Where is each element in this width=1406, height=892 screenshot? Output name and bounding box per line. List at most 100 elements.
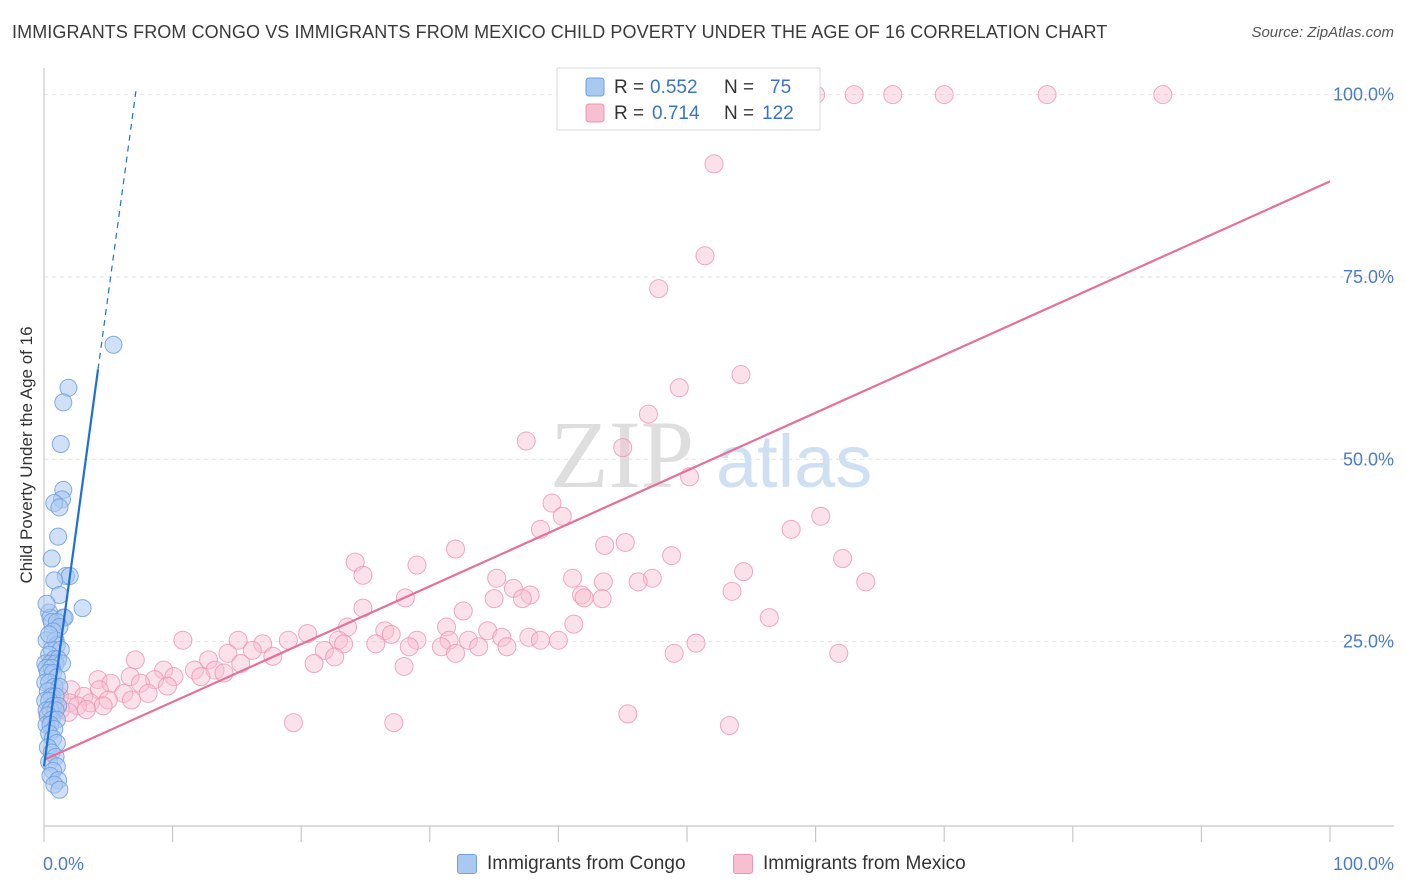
mexico-point-40 — [484, 589, 504, 609]
mexico-point-17 — [811, 506, 831, 526]
mexico-point-11 — [638, 404, 658, 424]
mexico-point-74 — [446, 643, 466, 663]
mexico-point-53 — [381, 624, 401, 644]
mexico-point-92 — [191, 667, 211, 687]
y-axis-label: Child Poverty Under the Age of 16 — [17, 326, 36, 583]
grid-lines — [44, 94, 1394, 643]
y-tick-label-2: 75.0% — [1343, 267, 1394, 287]
mexico-point-9 — [731, 365, 751, 385]
mexico-point-42 — [512, 589, 532, 609]
legend-swatch-mexico — [585, 103, 605, 123]
mexico-point-16 — [552, 506, 572, 526]
mexico-point-95 — [101, 673, 121, 693]
congo-trend-line — [42, 369, 100, 767]
mexico-point-75 — [664, 643, 684, 663]
mexico-point-46 — [759, 608, 779, 628]
mexico-point-1 — [844, 85, 864, 105]
mexico-point-105 — [121, 690, 141, 710]
mexico-point-101 — [138, 683, 158, 703]
mexico-point-96 — [130, 673, 150, 693]
congo-point-0 — [104, 335, 123, 354]
mexico-point-78 — [218, 643, 238, 663]
mexico-trend-line — [43, 180, 1331, 761]
legend-label-congo: Immigrants from Congo — [487, 853, 686, 874]
mexico-point-7 — [695, 246, 715, 266]
mexico-point-66 — [334, 634, 354, 654]
legend-swatch-congo — [585, 77, 605, 97]
mexico-point-13 — [613, 438, 633, 458]
watermark-atlas: atlas — [716, 420, 872, 503]
mexico-point-6 — [704, 154, 724, 174]
legend-n-value-mexico: 122 — [762, 103, 794, 124]
mexico-point-69 — [431, 637, 451, 657]
legend-item-mexico: Immigrants from Mexico — [733, 850, 966, 878]
mexico-point-67 — [366, 634, 386, 654]
legend-bottom: Immigrants from Congo Immigrants from Me… — [0, 850, 1406, 878]
mexico-point-81 — [125, 650, 145, 670]
legend-swatch-congo-bottom — [457, 854, 477, 874]
y-tick-label-0: 25.0% — [1343, 632, 1394, 652]
congo-point-8 — [49, 527, 68, 546]
mexico-point-83 — [231, 654, 251, 674]
mexico-point-91 — [164, 667, 184, 687]
mexico-point-27 — [734, 562, 754, 582]
mexico-point-47 — [564, 614, 584, 634]
y-tick-label-3: 100.0% — [1333, 85, 1394, 105]
mexico-point-34 — [856, 572, 876, 592]
mexico-point-41 — [592, 589, 612, 609]
y-tick-labels: 25.0% 50.0% 75.0% 100.0% — [1333, 85, 1394, 652]
mexico-point-5 — [1153, 85, 1173, 105]
mexico-point-57 — [228, 630, 248, 650]
mexico-point-43 — [722, 581, 742, 601]
mexico-point-119 — [384, 713, 404, 733]
legend-n-value-congo: 75 — [770, 77, 791, 98]
source-label: Source: ZipAtlas.com — [1251, 24, 1394, 41]
mexico-point-76 — [829, 643, 849, 663]
mexico-point-116 — [618, 704, 638, 724]
legend-swatch-mexico-bottom — [733, 854, 753, 874]
x-tick-label-0: 0.0% — [43, 854, 84, 874]
mexico-point-72 — [242, 640, 262, 660]
mexico-point-3 — [934, 85, 954, 105]
mexico-point-56 — [173, 630, 193, 650]
mexico-point-85 — [394, 656, 414, 676]
mexico-point-110 — [93, 696, 113, 716]
mexico-point-24 — [833, 548, 853, 568]
mexico-point-22 — [446, 539, 466, 559]
mexico-point-10 — [669, 378, 689, 398]
congo-trend-extension — [97, 86, 138, 370]
legend-r-label-congo: R = — [614, 77, 644, 98]
mexico-point-71 — [497, 637, 517, 657]
mexico-point-112 — [76, 699, 96, 719]
mexico-point-52 — [298, 624, 318, 644]
mexico-point-39 — [574, 588, 594, 608]
mexico-point-90 — [120, 667, 140, 687]
legend-top: R = 0.552 N = 75 R = 0.714 N = 122 — [556, 67, 821, 131]
mexico-point-4 — [1037, 85, 1057, 105]
mexico-point-23 — [662, 546, 682, 566]
mexico-point-63 — [530, 630, 550, 650]
mexico-point-26 — [407, 555, 427, 575]
x-tick-label-1: 100.0% — [1333, 854, 1394, 874]
x-tick-labels: 0.0% 100.0% — [43, 854, 1394, 874]
mexico-point-15 — [542, 493, 562, 513]
mexico-point-21 — [595, 535, 615, 555]
mexico-point-84 — [304, 654, 324, 674]
mexico-point-97 — [157, 676, 177, 696]
mexico-point-80 — [325, 647, 345, 667]
mexico-point-65 — [253, 634, 273, 654]
legend-label-mexico: Immigrants from Mexico — [763, 853, 966, 874]
y-tick-label-1: 50.0% — [1343, 449, 1394, 469]
mexico-point-118 — [283, 713, 303, 733]
watermark-zip: ZIP — [550, 401, 694, 508]
congo-point-2 — [54, 393, 73, 412]
mexico-point-68 — [399, 637, 419, 657]
trend-lines — [42, 86, 1331, 767]
watermark: ZIP atlas — [550, 401, 872, 508]
mexico-point-29 — [487, 568, 507, 588]
mexico-point-73 — [314, 640, 334, 660]
mexico-point-20 — [615, 532, 635, 552]
mexico-point-28 — [353, 565, 373, 585]
mexico-point-55 — [519, 627, 539, 647]
